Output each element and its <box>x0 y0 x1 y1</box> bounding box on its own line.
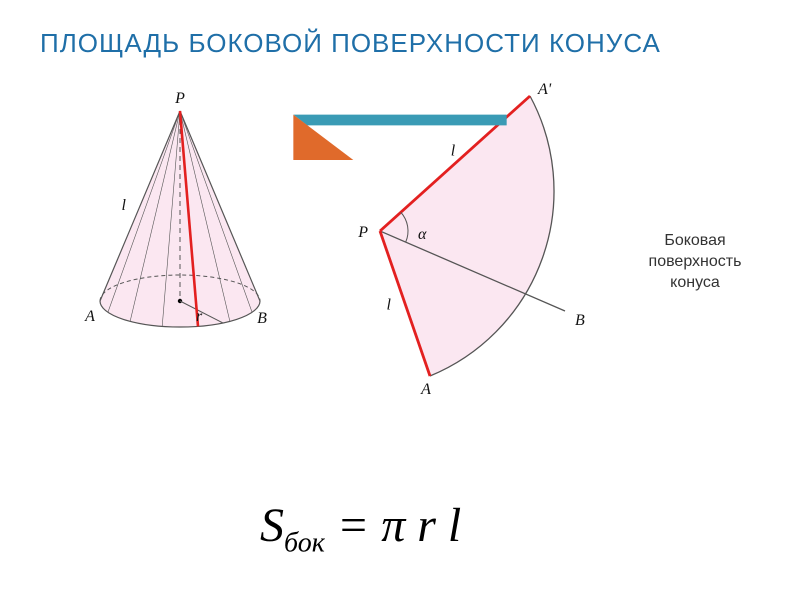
caption-line1: Боковая <box>664 232 725 249</box>
svg-text:A: A <box>84 308 95 325</box>
formula-rest: = π r l <box>325 499 461 552</box>
title-text: ПЛОЩАДЬ БОКОВОЙ ПОВЕРХНОСТИ КОНУСА <box>40 28 661 58</box>
svg-text:P: P <box>174 91 185 107</box>
sector-diagram: P A' A Bl l α <box>340 76 620 406</box>
svg-text:α: α <box>418 226 427 243</box>
svg-text:l: l <box>122 197 127 214</box>
caption-lateral-surface: Боковая поверхность конуса <box>630 231 760 293</box>
cone-diagram: P A Bl r <box>70 91 300 361</box>
formula-S: S <box>260 499 284 552</box>
page-title: ПЛОЩАДЬ БОКОВОЙ ПОВЕРХНОСТИ КОНУСА <box>0 0 800 71</box>
formula-sub: бок <box>284 528 325 559</box>
svg-text:A': A' <box>537 81 552 98</box>
diagram-area: P A Bl r P A' A Bl l α Боковая поверхность конус… <box>0 71 800 421</box>
svg-text:B: B <box>257 310 267 327</box>
svg-text:l: l <box>451 143 456 160</box>
svg-text:P: P <box>357 224 368 241</box>
caption-line3: конуса <box>670 274 720 291</box>
caption-line2: поверхность <box>649 253 742 270</box>
svg-text:l: l <box>387 297 392 314</box>
svg-text:r: r <box>196 308 203 325</box>
svg-text:B: B <box>575 312 585 329</box>
svg-text:A: A <box>420 381 431 398</box>
formula: Sбок = π r l <box>260 498 461 560</box>
